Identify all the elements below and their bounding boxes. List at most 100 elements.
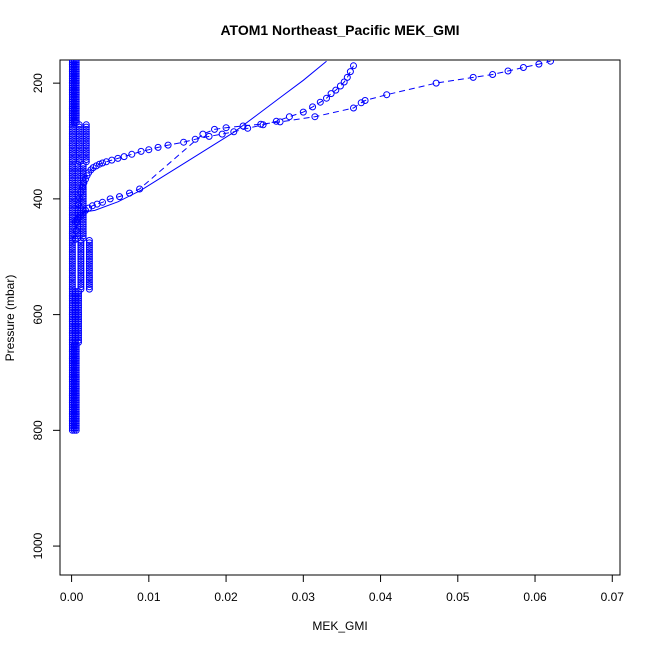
data-point <box>120 153 128 161</box>
series-line <box>74 65 354 240</box>
data-point <box>547 60 554 65</box>
data-point <box>82 151 90 159</box>
data-point <box>68 350 76 358</box>
data-point <box>68 156 76 163</box>
data-point <box>72 93 80 101</box>
data-point <box>68 239 76 247</box>
data-point <box>68 281 76 288</box>
data-point <box>70 408 78 416</box>
data-point <box>70 417 78 425</box>
data-point <box>316 98 324 106</box>
data-point <box>68 373 76 381</box>
data-point <box>535 60 543 68</box>
data-point <box>272 117 280 125</box>
data-point <box>68 151 76 159</box>
data-point <box>68 84 76 92</box>
data-point <box>82 130 90 138</box>
data-point <box>85 271 93 279</box>
data-point <box>70 378 78 386</box>
data-point <box>116 193 123 201</box>
data-point <box>68 128 76 136</box>
data-point <box>68 130 76 138</box>
data-point <box>85 260 93 268</box>
data-point <box>77 255 85 263</box>
data-point <box>68 82 76 89</box>
data-point <box>75 149 83 157</box>
data-point <box>70 385 78 393</box>
data-point <box>72 102 80 110</box>
data-point <box>72 350 80 358</box>
x-tick-label: 0.05 <box>446 590 470 604</box>
data-point <box>75 123 83 131</box>
y-tick-label: 200 <box>31 73 45 93</box>
data-point <box>77 241 85 249</box>
data-point <box>285 113 293 121</box>
data-point <box>99 198 106 206</box>
data-point <box>68 352 76 360</box>
data-point <box>75 125 83 133</box>
data-point <box>70 341 78 349</box>
data-point <box>68 114 76 122</box>
data-point <box>85 255 93 263</box>
data-point <box>70 422 78 430</box>
x-tick-label: 0.00 <box>60 590 84 604</box>
data-point <box>70 65 78 73</box>
data-point <box>82 137 90 145</box>
data-point <box>70 75 78 82</box>
data-point <box>72 105 80 113</box>
data-point <box>72 403 80 411</box>
data-point <box>68 60 76 66</box>
data-point <box>82 156 90 163</box>
data-point <box>72 392 80 400</box>
data-point <box>68 378 76 386</box>
data-point <box>70 389 78 397</box>
data-point <box>68 382 76 390</box>
data-point <box>72 422 80 430</box>
data-point <box>383 91 391 99</box>
data-point <box>72 61 80 69</box>
data-point <box>72 419 80 427</box>
data-point <box>72 357 80 365</box>
data-point <box>85 246 93 254</box>
data-point <box>72 75 80 82</box>
data-point <box>72 91 80 99</box>
data-point <box>77 278 85 286</box>
data-point <box>72 114 80 122</box>
data-point <box>85 244 93 251</box>
data-point <box>70 70 78 78</box>
data-point <box>239 122 247 130</box>
data-point <box>70 116 78 124</box>
data-point <box>70 387 78 395</box>
data-point <box>82 144 90 152</box>
data-point <box>70 105 78 113</box>
data-point <box>70 415 78 423</box>
data-point <box>72 341 80 349</box>
data-point <box>68 137 76 145</box>
data-point <box>106 195 114 203</box>
data-point <box>72 100 80 108</box>
data-point <box>72 112 80 120</box>
data-point <box>82 149 90 157</box>
data-point <box>70 419 78 427</box>
x-axis: 0.00 0.01 0.02 0.03 0.04 0.05 0.06 0.07 <box>60 574 624 604</box>
y-axis: 200 400 600 800 1000 <box>31 73 61 559</box>
data-point <box>82 121 90 129</box>
data-point <box>70 100 78 108</box>
data-point <box>218 130 226 138</box>
data-point <box>68 406 76 413</box>
data-point <box>114 154 122 162</box>
data-point <box>95 160 103 168</box>
data-point <box>72 366 80 374</box>
data-point <box>68 401 76 409</box>
data-point <box>205 132 213 140</box>
data-point <box>77 267 85 275</box>
data-point <box>68 424 76 432</box>
data-point <box>99 159 106 167</box>
x-tick-label: 0.06 <box>523 590 547 604</box>
data-point <box>77 281 85 288</box>
data-point <box>68 375 76 383</box>
data-point <box>68 132 76 140</box>
data-point <box>70 102 78 110</box>
data-point <box>75 135 83 143</box>
data-point <box>77 260 85 268</box>
